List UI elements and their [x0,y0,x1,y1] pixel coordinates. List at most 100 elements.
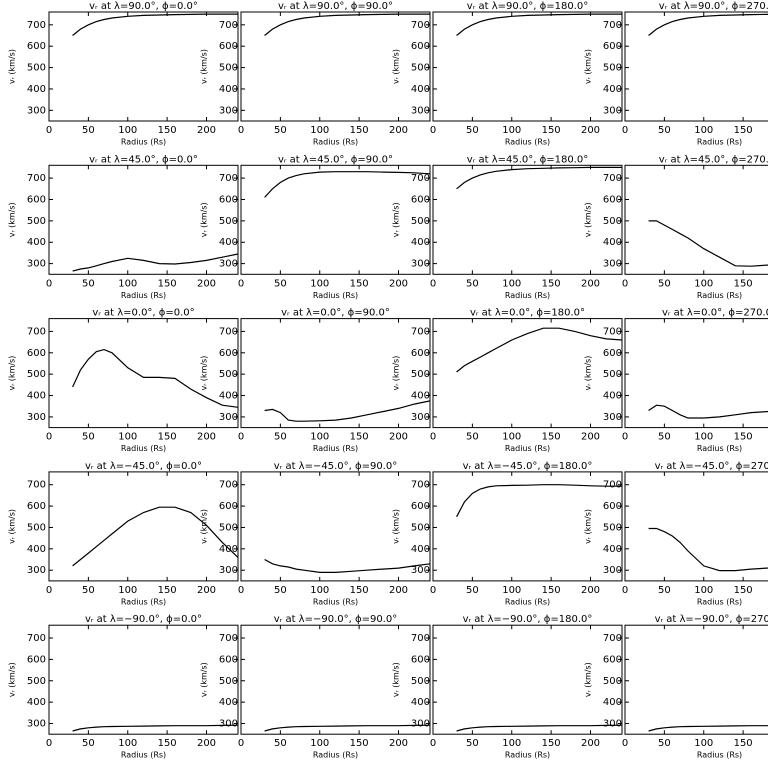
y-tick-label: 500 [411,369,430,380]
x-axis-label: Radius (Rs) [505,597,550,606]
panel: vᵣ at λ=0.0°, ϕ=180.0°0 50 100 150 200300400… [392,308,623,453]
x-tick-label: 150 [734,432,753,443]
x-tick-label: 200 [581,278,600,289]
x-axis-label: Radius (Rs) [313,138,358,147]
panel-title: vᵣ at λ=90.0°, ϕ=90.0° [278,1,393,12]
y-tick-label: 300 [411,719,430,730]
y-tick-label: 400 [219,84,238,95]
y-axis-label: vᵣ (km/s) [200,202,209,237]
y-tick-label: 600 [411,501,430,512]
x-tick-label: 50 [82,738,95,749]
x-tick-label: 50 [274,278,287,289]
x-axis-label: Radius (Rs) [313,291,358,300]
x-tick-label: 100 [502,738,521,749]
panel: vᵣ at λ=0.0°, ϕ=90.0°0 50 100 150 2003004005… [200,308,431,453]
plot-frame [240,164,431,275]
panel-title: vᵣ at λ=90.0°, ϕ=270.0° [659,1,768,12]
x-axis-label: Radius (Rs) [121,138,166,147]
x-tick-label: 50 [82,432,95,443]
x-tick-label: 200 [389,738,408,749]
x-tick-label: 100 [694,432,713,443]
panel: vᵣ at λ=90.0°, ϕ=0.0°0 50 100 150 2003004005… [8,1,239,147]
x-tick-label: 150 [734,278,753,289]
y-tick-label: 600 [27,41,46,52]
y-axis-label: vᵣ (km/s) [392,202,401,237]
y-tick-label: 400 [219,697,238,708]
x-tick-label: 100 [502,125,521,136]
y-tick-label: 500 [27,369,46,380]
y-tick-label: 400 [219,544,238,555]
x-tick-label: 50 [466,738,479,749]
x-tick-label: 100 [694,585,713,596]
x-tick-label: 50 [658,738,671,749]
y-tick-label: 400 [411,237,430,248]
y-tick-label: 500 [411,676,430,687]
x-tick-label: 0 [46,432,52,443]
y-tick-label: 600 [219,194,238,205]
y-tick-label: 300 [411,565,430,576]
x-tick-label: 100 [502,585,521,596]
y-tick-label: 700 [27,173,46,184]
panel-title: vᵣ at λ=−45.0°, ϕ=180.0° [463,461,593,472]
x-axis-label: Radius (Rs) [505,291,550,300]
y-tick-label: 300 [411,105,430,116]
y-tick-label: 600 [411,194,430,205]
x-tick-label: 200 [197,278,216,289]
y-tick-label: 500 [27,216,46,227]
plot-frame [624,471,768,582]
y-tick-label: 300 [27,719,46,730]
x-tick-label: 200 [197,432,216,443]
x-tick-label: 100 [118,125,137,136]
y-tick-label: 600 [603,194,622,205]
x-tick-label: 50 [466,125,479,136]
data-line [72,253,239,272]
y-tick-label: 400 [603,84,622,95]
data-line [648,13,768,36]
x-tick-label: 200 [389,585,408,596]
x-tick-label: 0 [46,738,52,749]
data-line [264,400,431,422]
data-line [456,166,622,190]
y-tick-label: 500 [603,522,622,533]
x-tick-label: 0 [430,738,436,749]
x-tick-label: 200 [197,738,216,749]
x-axis-label: Radius (Rs) [313,444,358,453]
y-tick-label: 300 [27,105,46,116]
y-tick-label: 600 [219,654,238,665]
x-tick-label: 150 [350,432,369,443]
data-line [456,13,622,36]
plot-frame [48,624,239,735]
x-tick-label: 150 [158,125,177,136]
x-tick-label: 200 [581,738,600,749]
x-tick-label: 150 [734,125,753,136]
x-tick-label: 0 [430,585,436,596]
plot-frame [432,11,623,122]
y-tick-label: 600 [27,194,46,205]
x-tick-label: 100 [310,278,329,289]
y-tick-label: 600 [219,501,238,512]
x-tick-label: 150 [350,278,369,289]
panel-title: vᵣ at λ=−45.0°, ϕ=270.0° [655,461,768,472]
y-tick-label: 600 [27,654,46,665]
x-tick-label: 200 [389,432,408,443]
x-tick-label: 150 [158,278,177,289]
x-tick-label: 100 [694,278,713,289]
panel: vᵣ at λ=−90.0°, ϕ=0.0°0 50 100 150 200300400… [8,614,239,760]
x-tick-label: 150 [542,278,561,289]
y-axis-label: vᵣ (km/s) [8,356,17,391]
x-tick-label: 150 [158,738,177,749]
panel: vᵣ at λ=45.0°, ϕ=90.0°0 50 100 150 200300400… [200,154,431,300]
panel-title: vᵣ at λ=−45.0°, ϕ=0.0° [85,461,202,472]
plot-frame [48,11,239,122]
y-tick-label: 400 [27,544,46,555]
y-tick-label: 600 [411,654,430,665]
x-tick-label: 50 [466,278,479,289]
x-axis-label: Radius (Rs) [505,138,550,147]
y-tick-label: 500 [603,63,622,74]
data-line [264,558,431,573]
y-tick-label: 700 [219,326,238,337]
y-tick-label: 700 [27,326,46,337]
y-tick-label: 300 [219,259,238,270]
